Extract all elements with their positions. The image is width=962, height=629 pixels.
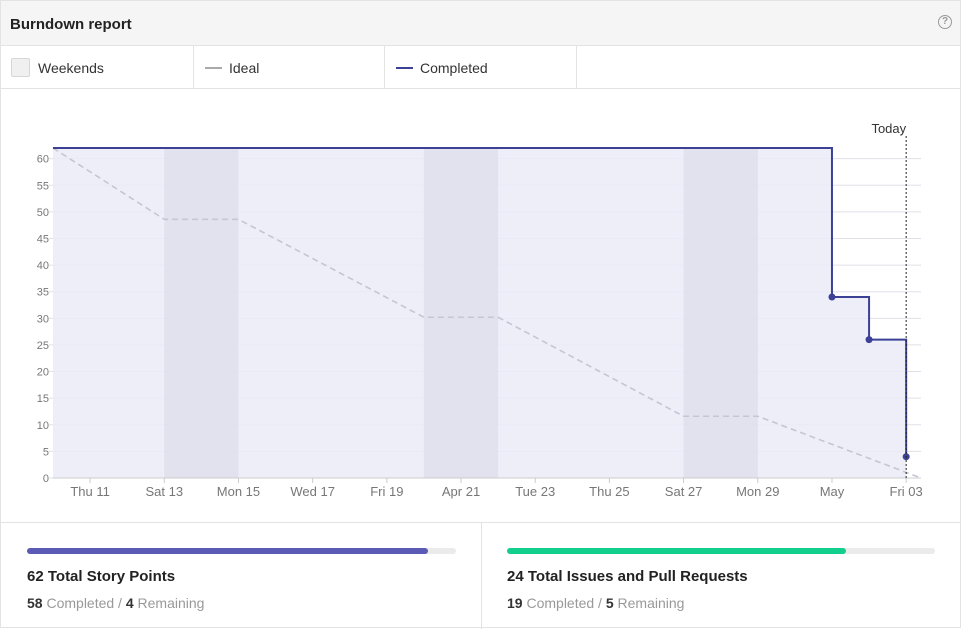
y-tick-label: 15 xyxy=(37,393,49,405)
y-tick-label: 60 xyxy=(37,154,49,166)
y-tick-label: 55 xyxy=(37,180,49,192)
x-tick-label: Mon 29 xyxy=(736,484,779,499)
completed-series-line xyxy=(53,147,908,457)
legend-ideal-label: Ideal xyxy=(229,60,260,76)
issues-remaining-value: 5 xyxy=(605,595,614,611)
story-points-breakdown: 58 Completed / 4 Remaining xyxy=(27,595,204,611)
issues-completed-label: Completed / xyxy=(526,595,602,611)
y-tick-label: 35 xyxy=(37,287,49,299)
issues-breakdown: 19 Completed / 5 Remaining xyxy=(507,595,684,611)
x-tick-label: Sat 13 xyxy=(145,484,183,499)
x-tick-label: Wed 17 xyxy=(290,484,335,499)
x-tick-label: Thu 25 xyxy=(589,484,629,499)
y-tick-label: 40 xyxy=(37,260,49,272)
completed-line-swatch-icon xyxy=(396,67,413,69)
story-points-progress-bar xyxy=(27,548,456,554)
story-points-remaining-value: 4 xyxy=(125,595,134,611)
story-points-total: 62 Total Story Points xyxy=(27,568,176,585)
story-points-completed-value: 58 xyxy=(27,595,43,611)
x-tick-label: Mon 15 xyxy=(217,484,260,499)
issues-remaining-label: Remaining xyxy=(617,595,685,611)
ideal-line-swatch-icon xyxy=(205,67,222,69)
y-tick-label: 0 xyxy=(43,473,49,485)
story-points-stat: 62 Total Story Points 58 Completed / 4 R… xyxy=(1,523,481,629)
stats-divider xyxy=(481,523,482,629)
legend-ideal-toggle[interactable]: Ideal xyxy=(194,46,385,88)
x-tick-label: Thu 11 xyxy=(70,484,110,499)
story-points-remaining-label: Remaining xyxy=(137,595,205,611)
y-tick-label: 30 xyxy=(37,313,49,325)
y-tick-label: 10 xyxy=(37,420,49,432)
y-tick-label: 50 xyxy=(37,207,49,219)
burndown-chart-svg: 0 5 10 15 20 25 30 35 40 45 50 55 60 Thu 11 Sat 13 Mon … xyxy=(37,121,923,499)
burndown-chart: 0 5 10 15 20 25 30 35 40 45 50 55 60 Thu 11 Sat 13 Mon … xyxy=(1,89,960,521)
question-circle-icon[interactable]: ? xyxy=(938,15,952,29)
x-tick-label: Fri 19 xyxy=(370,484,403,499)
weekend-band xyxy=(683,148,758,478)
y-tick-label: 20 xyxy=(37,367,49,379)
stats-section: 62 Total Story Points 58 Completed / 4 R… xyxy=(1,522,960,629)
panel-header: Burndown report ? xyxy=(1,1,960,46)
x-tick-label: Fri 03 xyxy=(890,484,923,499)
completed-point xyxy=(865,336,873,344)
issues-progress-fill xyxy=(507,548,846,554)
x-tick-label: Tue 23 xyxy=(515,484,555,499)
y-tick-label: 25 xyxy=(37,340,49,352)
page-title: Burndown report xyxy=(10,16,132,33)
weekend-band xyxy=(164,148,239,478)
ideal-series-line xyxy=(52,147,922,479)
issues-total: 24 Total Issues and Pull Requests xyxy=(507,568,748,585)
x-tick-label: Apr 21 xyxy=(442,484,480,499)
story-points-progress-fill xyxy=(27,548,429,554)
y-tick-label: 45 xyxy=(37,233,49,245)
chart-legend: Weekends Ideal Completed xyxy=(1,46,960,89)
legend-weekends-toggle[interactable]: Weekends xyxy=(1,46,194,88)
legend-completed-label: Completed xyxy=(420,60,488,76)
issues-completed-value: 19 xyxy=(507,595,523,611)
issues-stat: 24 Total Issues and Pull Requests 19 Com… xyxy=(482,523,960,629)
y-tick-label: 5 xyxy=(43,446,49,458)
x-tick-label: May xyxy=(820,484,845,499)
weekend-band xyxy=(423,148,499,478)
legend-completed-toggle[interactable]: Completed xyxy=(385,46,577,88)
legend-weekends-label: Weekends xyxy=(38,60,104,76)
completed-point xyxy=(828,293,836,301)
issues-progress-bar xyxy=(507,548,935,554)
story-points-completed-label: Completed / xyxy=(46,595,122,611)
x-tick-label: Sat 27 xyxy=(665,484,703,499)
weekends-checkbox[interactable] xyxy=(11,58,30,77)
today-label: Today xyxy=(871,121,906,136)
